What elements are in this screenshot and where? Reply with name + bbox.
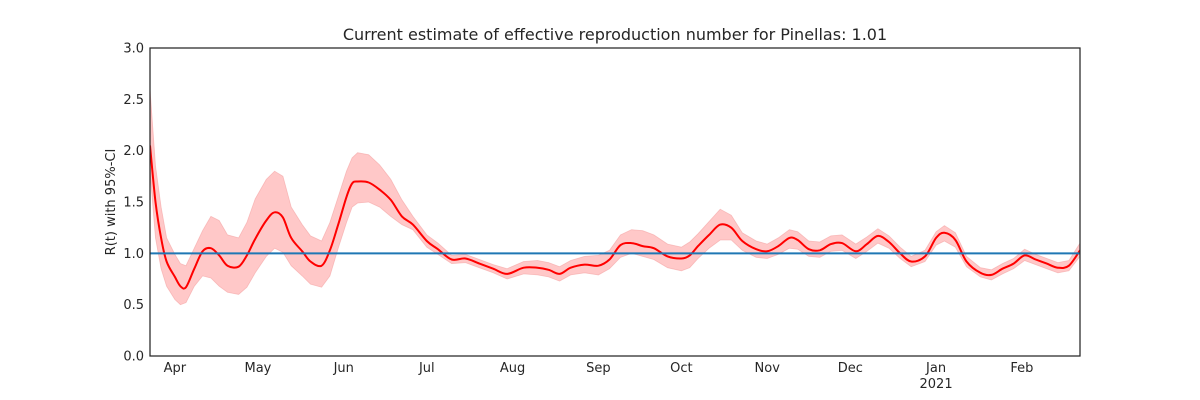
plot-frame: [149, 47, 1081, 357]
x-tick-label: Jul: [418, 361, 435, 376]
x-tick-label: Dec: [838, 361, 863, 376]
plot-inner: [150, 89, 1080, 306]
y-tick-label: 1.5: [123, 196, 144, 211]
x-tick-label: Nov: [755, 361, 781, 376]
rt-estimate-line-0: [150, 145, 1080, 290]
y-tick-label: 2.5: [123, 93, 144, 108]
x-tick-label: Apr: [164, 361, 187, 376]
ci-band-0: [150, 89, 1080, 306]
x-tick-label: Jan: [925, 361, 946, 376]
y-tick-label: 1.0: [123, 247, 144, 262]
y-axis-label: R(t) with 95%-CI: [104, 149, 119, 256]
y-tick-label: 0.5: [123, 298, 144, 313]
x-tick-label: Oct: [670, 361, 692, 376]
y-tick-label: 2.0: [123, 144, 144, 159]
axes: 0.0 0.5 1.0 1.5 2.0 2.5 3.0 Apr May Jun Jul Aug Sep O…: [123, 42, 1081, 392]
x-tick-label: Feb: [1010, 361, 1033, 376]
x-tick-label: Sep: [586, 361, 611, 376]
x-tick-sublabel: 2021: [920, 377, 953, 392]
x-tick-label: May: [245, 361, 272, 376]
x-tick-label: Jun: [333, 361, 354, 376]
y-tick-label: 0.0: [123, 350, 144, 365]
y-tick-label: 3.0: [123, 42, 144, 57]
x-tick-label: Aug: [500, 361, 525, 376]
plot-area: [150, 89, 1080, 306]
chart-title: Current estimate of effective reproducti…: [343, 25, 887, 44]
